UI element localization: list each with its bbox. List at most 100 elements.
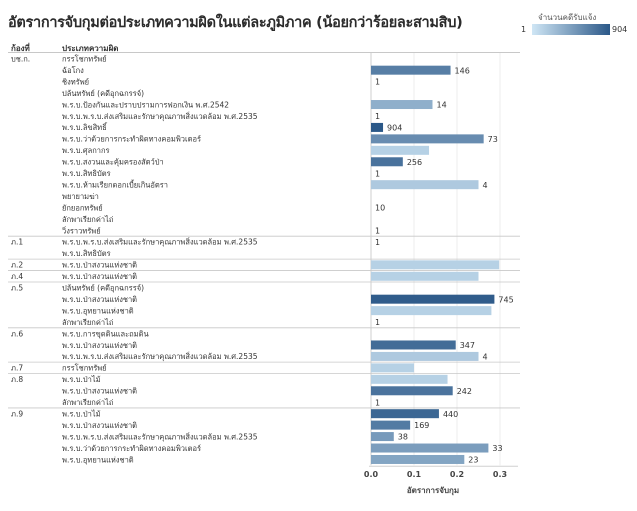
value-label: 146 bbox=[455, 66, 470, 75]
value-label: 4 bbox=[483, 181, 488, 190]
value-label: 256 bbox=[407, 158, 422, 167]
row-label: พ.ร.บ.ป่าไม้ bbox=[62, 409, 101, 418]
value-label: 1 bbox=[375, 238, 380, 247]
row-label: พ.ร.บ.ป่าสงวนแห่งชาติ bbox=[62, 341, 137, 350]
bar bbox=[371, 340, 456, 350]
row-label: กรรโชกทรัพย์ bbox=[62, 364, 107, 373]
bar bbox=[371, 374, 448, 384]
x-tick-label: 0.2 bbox=[450, 470, 464, 479]
value-label: 14 bbox=[436, 101, 446, 110]
value-label: 440 bbox=[443, 410, 458, 419]
row-label: พ.ร.บ.สิทธิบัตร bbox=[62, 169, 111, 178]
bar bbox=[371, 294, 495, 304]
row-label: พ.ร.บ.ป่าสงวนแห่งชาติ bbox=[62, 387, 137, 396]
row-label: พยายามฆ่า bbox=[62, 192, 99, 201]
legend-max-label: 904 bbox=[612, 25, 628, 34]
bar bbox=[371, 260, 500, 270]
legend-title: จำนวนคดีรับแจ้ง bbox=[538, 13, 597, 22]
value-label: 10 bbox=[375, 204, 385, 213]
value-label: 242 bbox=[457, 387, 472, 396]
row-label: พ.ร.บ.สงวนและคุ้มครองสัตว์ป่า bbox=[62, 158, 164, 167]
value-label: 1 bbox=[375, 169, 380, 178]
bar bbox=[371, 386, 453, 396]
region-label: ภ.8 bbox=[11, 375, 23, 384]
value-label: 1 bbox=[375, 227, 380, 236]
row-label: พ.ร.บ.สิทธิบัตร bbox=[62, 249, 111, 258]
value-label: 1 bbox=[375, 78, 380, 87]
bar bbox=[371, 432, 394, 442]
row-label: พ.ร.บ.ป่าสงวนแห่งชาติ bbox=[62, 272, 137, 281]
row-label: ปล้นทรัพย์ (คดีอุกฉกรรจ์) bbox=[62, 284, 144, 293]
value-label: 169 bbox=[414, 421, 429, 430]
row-label: ชิงทรัพย์ bbox=[62, 77, 89, 86]
value-label: 745 bbox=[498, 295, 513, 304]
bar bbox=[371, 100, 433, 110]
value-label: 73 bbox=[488, 135, 498, 144]
row-label: พ.ร.บ.ป้องกันและปราบปรามการฟอกเงิน พ.ศ.2… bbox=[62, 100, 229, 109]
bar bbox=[371, 180, 479, 190]
region-label: ภ.9 bbox=[11, 409, 23, 418]
row-label: ยักยอกทรัพย์ bbox=[62, 203, 103, 212]
row-label: พ.ร.บ.ห้ามเรียกดอกเบี้ยเกินอัตรา bbox=[62, 179, 168, 189]
value-label: 1 bbox=[375, 318, 380, 327]
bar bbox=[371, 65, 451, 75]
region-label: ภ.2 bbox=[11, 261, 23, 270]
row-label: พ.ร.บ.ว่าด้วยการกระทำผิดทางคอมพิวเตอร์ bbox=[62, 444, 201, 453]
x-tick-label: 0.3 bbox=[493, 470, 507, 479]
row-label: พ.ร.บ.ป่าสงวนแห่งชาติ bbox=[62, 261, 137, 270]
value-label: 1 bbox=[375, 112, 380, 121]
region-label: ภ.7 bbox=[11, 364, 23, 373]
row-label: พ.ร.บ.ลิขสิทธิ์ bbox=[62, 122, 108, 132]
row-label: พ.ร.บ.ป่าสงวนแห่งชาติ bbox=[62, 295, 137, 304]
legend-color-ramp bbox=[532, 24, 610, 35]
region-label: ภ.4 bbox=[11, 272, 23, 281]
region-label: ภ.6 bbox=[11, 329, 23, 338]
x-axis-title: อัตราการจับกุม bbox=[407, 486, 459, 496]
x-tick-label: 0.1 bbox=[407, 470, 422, 479]
row-label: พ.ร.บ.พ.ร.บ.ส่งเสริมและรักษาคุณภาพสิ่งแว… bbox=[62, 111, 258, 121]
region-label: ภ.1 bbox=[11, 238, 23, 247]
row-label: ปล้นทรัพย์ (คดีอุกฉกรรจ์) bbox=[62, 89, 144, 98]
value-label: 347 bbox=[460, 341, 475, 350]
x-tick-label: 0.0 bbox=[364, 470, 379, 479]
row-label: วิ่งราวทรัพย์ bbox=[61, 225, 100, 235]
row-label: กรรโชกทรัพย์ bbox=[62, 55, 107, 64]
bar bbox=[371, 409, 439, 419]
header-offense-type: ประเภทความผิด bbox=[62, 44, 119, 53]
row-label: ลักพาเรียกค่าไถ่ bbox=[62, 398, 113, 407]
bar bbox=[371, 145, 430, 155]
value-label: 4 bbox=[483, 353, 488, 362]
bar bbox=[371, 443, 489, 453]
legend-min-label: 1 bbox=[521, 25, 527, 34]
row-label: พ.ร.บ.ศุลกากร bbox=[62, 146, 110, 155]
bar bbox=[371, 454, 465, 464]
bar bbox=[371, 420, 411, 430]
value-label: 1 bbox=[375, 398, 380, 407]
row-label: พ.ร.บ.ป่าไม้ bbox=[62, 375, 101, 384]
header-region: ก้องที่ bbox=[11, 44, 30, 53]
row-label: พ.ร.บ.อุทยานแห่งชาติ bbox=[62, 306, 134, 315]
row-label: ลักพาเรียกค่าไถ่ bbox=[62, 215, 113, 224]
bar bbox=[371, 157, 403, 167]
row-label: พ.ร.บ.พ.ร.บ.ส่งเสริมและรักษาคุณภาพสิ่งแว… bbox=[62, 237, 258, 247]
row-label: พ.ร.บ.การขุดดินและถมดิน bbox=[62, 329, 149, 338]
value-label: 23 bbox=[468, 456, 478, 465]
region-label: ภ.5 bbox=[11, 284, 23, 293]
region-label: บช.ก. bbox=[11, 55, 30, 64]
value-label: 904 bbox=[387, 124, 402, 133]
bar bbox=[371, 122, 384, 132]
row-label: พ.ร.บ.พ.ร.บ.ส่งเสริมและรักษาคุณภาพสิ่งแว… bbox=[62, 431, 258, 441]
row-label: ฉ้อโกง bbox=[62, 66, 84, 75]
chart-title: อัตราการจับกุมต่อประเภทความผิดในแต่ละภูม… bbox=[8, 15, 463, 31]
row-label: พ.ร.บ.อุทยานแห่งชาติ bbox=[62, 455, 134, 464]
bar bbox=[371, 363, 414, 373]
row-label: ลักพาเรียกค่าไถ่ bbox=[62, 318, 113, 327]
row-label: พ.ร.บ.ว่าด้วยการกระทำผิดทางคอมพิวเตอร์ bbox=[62, 135, 201, 144]
bar bbox=[371, 306, 492, 316]
value-label: 33 bbox=[492, 444, 502, 453]
header-divider bbox=[8, 52, 520, 53]
row-label: พ.ร.บ.ป่าสงวนแห่งชาติ bbox=[62, 421, 137, 430]
bar bbox=[371, 351, 479, 361]
bar bbox=[371, 271, 479, 281]
